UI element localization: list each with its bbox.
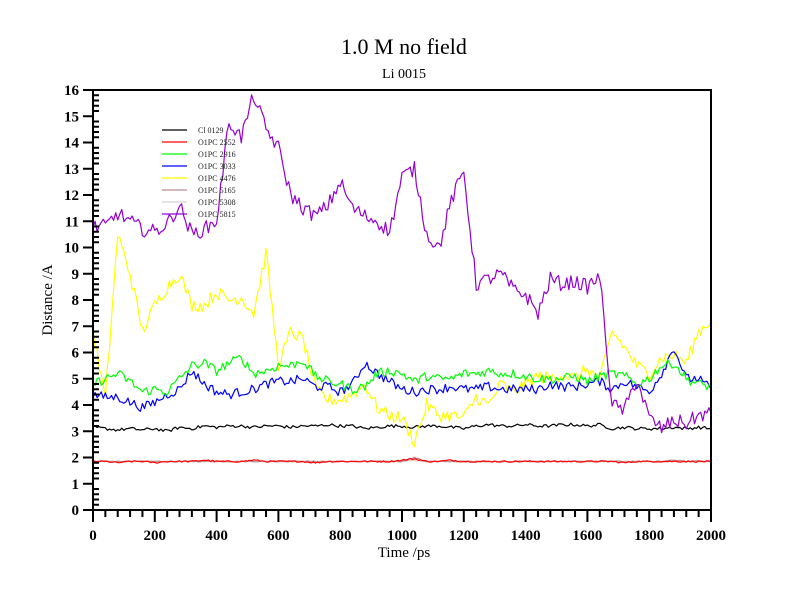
x-tick-label: 200 <box>144 528 167 544</box>
y-axis-label: Distance /A <box>40 264 56 335</box>
legend: Cl 0129 O1PC 2552 O1PC 2916 O1PC 3033 O1PC 4… <box>162 126 236 219</box>
legend-label: O1PC 2552 <box>198 138 236 147</box>
series-line-cl-0129 <box>92 422 711 432</box>
x-axis-ticks <box>92 510 712 522</box>
x-tick-label: 1000 <box>387 528 417 544</box>
legend-label: O1PC 4476 <box>198 174 236 183</box>
x-axis-tick-labels: 0 200 400 600 800 1000 1200 1400 1600 1800 2000 <box>89 528 726 544</box>
y-axis-ticks <box>83 89 99 511</box>
y-tick-label: 1 <box>72 477 80 493</box>
y-tick-label: 11 <box>65 214 79 230</box>
legend-label: O1PC 3033 <box>198 162 236 171</box>
series-line-o1pc-2552 <box>92 458 712 464</box>
legend-label: Cl 0129 <box>198 126 224 135</box>
x-tick-label: 1800 <box>634 528 664 544</box>
legend-label: O1PC 5165 <box>198 186 236 195</box>
legend-label: O1PC 5815 <box>198 210 236 219</box>
series-line-o1pc-4476 <box>92 236 712 448</box>
x-tick-label: 0 <box>89 528 97 544</box>
y-tick-label: 3 <box>72 424 80 440</box>
legend-label: O1PC 5308 <box>198 198 236 207</box>
y-tick-label: 13 <box>64 162 79 178</box>
x-tick-label: 400 <box>205 528 228 544</box>
y-tick-label: 6 <box>72 346 80 362</box>
x-tick-label: 600 <box>267 528 290 544</box>
x-tick-label: 1200 <box>449 528 479 544</box>
y-tick-label: 5 <box>72 372 80 388</box>
chart-title: 1.0 M no field <box>341 34 467 59</box>
series-line-o1pc-5815 <box>92 94 712 434</box>
x-tick-label: 1600 <box>572 528 602 544</box>
legend-label: O1PC 2916 <box>198 150 236 159</box>
series-line-o1pc-3033 <box>92 351 712 412</box>
y-tick-label: 16 <box>64 83 80 99</box>
y-tick-label: 12 <box>64 188 79 204</box>
y-tick-label: 7 <box>72 319 80 335</box>
y-tick-label: 10 <box>64 241 79 257</box>
x-tick-label: 2000 <box>696 528 726 544</box>
y-tick-label: 9 <box>72 267 80 283</box>
y-tick-label: 4 <box>72 398 80 414</box>
y-tick-label: 14 <box>64 136 80 152</box>
y-tick-label: 0 <box>72 503 80 519</box>
x-tick-label: 1400 <box>511 528 541 544</box>
y-tick-label: 15 <box>64 109 79 125</box>
x-tick-label: 800 <box>329 528 352 544</box>
y-tick-label: 2 <box>72 451 80 467</box>
y-tick-label: 8 <box>72 293 80 309</box>
x-axis-label: Time /ps <box>378 545 431 561</box>
plot-lines <box>92 94 712 464</box>
chart-subtitle: Li 0015 <box>382 67 426 82</box>
plot-frame <box>92 89 712 511</box>
